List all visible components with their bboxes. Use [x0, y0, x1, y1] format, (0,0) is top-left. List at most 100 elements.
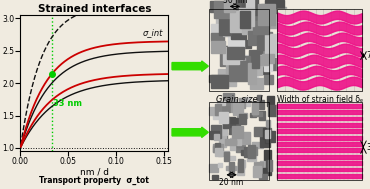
Bar	[224, 152, 229, 161]
Bar	[249, 9, 262, 24]
Bar	[249, 50, 262, 65]
Bar	[259, 100, 264, 109]
Bar	[248, 63, 256, 84]
Bar	[241, 150, 250, 155]
Bar	[253, 21, 269, 34]
Bar	[238, 162, 244, 169]
Bar	[253, 112, 262, 116]
Bar	[223, 0, 235, 12]
Bar	[277, 9, 362, 91]
Bar	[237, 135, 241, 145]
Bar	[210, 131, 219, 139]
Bar	[209, 75, 225, 82]
Bar	[265, 130, 269, 143]
Bar	[234, 60, 242, 73]
Bar	[242, 24, 257, 34]
Bar	[215, 104, 221, 115]
Bar	[211, 75, 228, 88]
Bar	[232, 126, 243, 138]
Bar	[265, 34, 284, 56]
Bar	[209, 9, 269, 91]
Bar	[268, 105, 277, 116]
Bar	[263, 150, 270, 163]
Bar	[250, 78, 263, 89]
Bar	[261, 32, 272, 40]
Text: 20 nm: 20 nm	[219, 178, 244, 187]
Bar	[223, 47, 239, 64]
Bar	[266, 120, 270, 127]
Bar	[240, 132, 250, 144]
Bar	[254, 162, 263, 175]
Bar	[241, 134, 245, 141]
Text: 3.0 nm: 3.0 nm	[367, 143, 370, 152]
Bar	[231, 99, 236, 112]
Bar	[229, 61, 248, 81]
Bar	[246, 0, 254, 10]
Bar	[219, 112, 228, 123]
Bar	[227, 156, 235, 160]
Bar	[242, 0, 258, 15]
Bar	[248, 31, 256, 45]
Bar	[246, 66, 256, 79]
Bar	[223, 93, 234, 105]
Bar	[209, 107, 220, 115]
Bar	[245, 97, 250, 106]
Bar	[242, 70, 259, 79]
Bar	[252, 101, 258, 115]
Bar	[224, 46, 240, 57]
Bar	[217, 129, 226, 139]
Bar	[220, 52, 233, 66]
Bar	[253, 166, 261, 177]
Bar	[218, 69, 236, 86]
Bar	[209, 102, 269, 180]
Bar	[219, 106, 230, 112]
Bar	[231, 24, 246, 39]
Bar	[261, 128, 271, 132]
Bar	[259, 174, 268, 179]
Bar	[248, 147, 257, 156]
Bar	[242, 160, 245, 167]
Bar	[233, 103, 243, 115]
Bar	[231, 0, 248, 13]
Bar	[256, 58, 269, 74]
Bar	[254, 127, 265, 136]
Bar	[259, 161, 265, 169]
Text: Grain size l: Grain size l	[216, 94, 263, 104]
Bar	[277, 102, 362, 180]
Bar	[252, 142, 263, 148]
Text: 7.5 nm: 7.5 nm	[367, 51, 370, 60]
Text: 50 nm: 50 nm	[223, 0, 247, 5]
Bar	[277, 9, 362, 91]
Bar	[215, 148, 222, 156]
Bar	[260, 135, 270, 147]
Bar	[259, 111, 265, 120]
Bar	[238, 113, 246, 118]
Bar	[230, 11, 248, 32]
Bar	[232, 56, 249, 69]
Bar	[218, 151, 229, 156]
Bar	[211, 41, 225, 53]
Bar	[255, 55, 262, 75]
Bar	[252, 104, 257, 114]
Text: 33 nm: 33 nm	[53, 99, 82, 108]
Bar	[231, 118, 238, 123]
Bar	[267, 7, 286, 28]
Bar	[240, 11, 250, 28]
Bar	[277, 102, 362, 180]
Bar	[213, 108, 220, 119]
Bar	[221, 133, 228, 142]
Bar	[216, 29, 223, 50]
Bar	[248, 145, 255, 158]
Bar	[211, 125, 221, 138]
Bar	[213, 146, 220, 152]
Bar	[261, 4, 270, 25]
Bar	[264, 75, 273, 84]
Bar	[226, 118, 235, 127]
Title: Strained interfaces: Strained interfaces	[38, 4, 151, 14]
Bar	[262, 54, 274, 63]
Bar	[223, 25, 240, 36]
Bar	[267, 58, 280, 70]
Bar	[210, 1, 228, 12]
Bar	[244, 147, 251, 157]
Bar	[214, 134, 219, 140]
